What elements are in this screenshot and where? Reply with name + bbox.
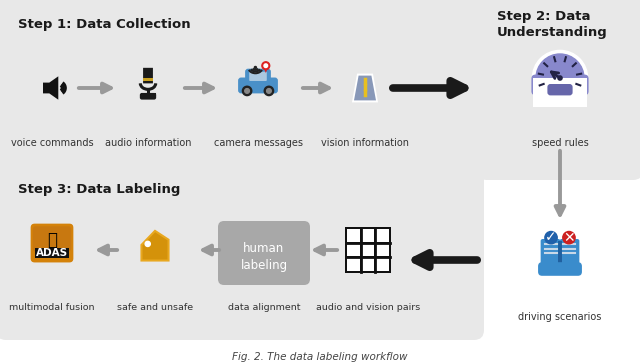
Circle shape (254, 67, 257, 68)
Text: ✓: ✓ (545, 231, 557, 245)
Text: speed rules: speed rules (532, 138, 588, 148)
Text: data alignment: data alignment (228, 303, 300, 312)
Text: Fig. 2. The data labeling workflow: Fig. 2. The data labeling workflow (232, 352, 408, 362)
Text: 🚗: 🚗 (47, 231, 57, 249)
FancyBboxPatch shape (0, 168, 484, 340)
Circle shape (558, 76, 562, 80)
FancyBboxPatch shape (538, 262, 582, 276)
FancyBboxPatch shape (143, 68, 153, 83)
Bar (347, 244, 360, 256)
Circle shape (267, 88, 271, 93)
Circle shape (262, 62, 269, 70)
Bar (558, 241, 562, 266)
Text: Step 2: Data
Understanding: Step 2: Data Understanding (497, 10, 608, 39)
FancyBboxPatch shape (238, 78, 278, 94)
Bar (345, 227, 391, 273)
Circle shape (563, 232, 575, 244)
Circle shape (244, 88, 250, 93)
Text: Step 3: Data Labeling: Step 3: Data Labeling (18, 183, 180, 196)
Bar (362, 229, 374, 242)
Bar (533, 78, 587, 107)
FancyBboxPatch shape (240, 79, 276, 86)
Bar (376, 229, 389, 242)
Circle shape (536, 54, 584, 102)
Polygon shape (354, 76, 376, 100)
Bar (362, 258, 374, 271)
Text: ADAS: ADAS (36, 248, 68, 258)
FancyBboxPatch shape (249, 72, 267, 81)
Text: multimodal fusion: multimodal fusion (9, 303, 95, 312)
Bar (347, 258, 360, 271)
Polygon shape (264, 68, 268, 73)
FancyBboxPatch shape (541, 239, 561, 268)
Circle shape (264, 64, 268, 67)
Text: audio information: audio information (105, 138, 191, 148)
FancyBboxPatch shape (140, 93, 156, 100)
Circle shape (532, 50, 588, 106)
Text: human
labeling: human labeling (241, 242, 287, 272)
Text: driving scenarios: driving scenarios (518, 312, 602, 322)
FancyBboxPatch shape (31, 223, 74, 262)
Polygon shape (43, 76, 58, 100)
Text: voice commands: voice commands (11, 138, 93, 148)
FancyBboxPatch shape (547, 84, 573, 95)
FancyBboxPatch shape (33, 226, 71, 252)
FancyBboxPatch shape (218, 221, 310, 285)
Circle shape (545, 232, 557, 244)
Text: camera messages: camera messages (214, 138, 303, 148)
Circle shape (145, 241, 150, 246)
Circle shape (264, 86, 274, 96)
Bar (35, 248, 69, 258)
FancyBboxPatch shape (0, 0, 484, 180)
FancyBboxPatch shape (245, 69, 271, 84)
Text: safe and unsafe: safe and unsafe (117, 303, 193, 312)
Circle shape (243, 86, 252, 96)
Text: ✕: ✕ (563, 231, 575, 245)
FancyBboxPatch shape (559, 239, 579, 268)
Text: audio and vision pairs: audio and vision pairs (316, 303, 420, 312)
FancyBboxPatch shape (477, 0, 640, 180)
Bar (376, 244, 389, 256)
Bar (362, 244, 374, 256)
Bar (347, 229, 360, 242)
Text: Step 1: Data Collection: Step 1: Data Collection (18, 18, 191, 31)
FancyBboxPatch shape (531, 75, 589, 95)
Bar (143, 78, 153, 81)
Bar (376, 258, 389, 271)
Polygon shape (141, 231, 168, 261)
Text: vision information: vision information (321, 138, 409, 148)
